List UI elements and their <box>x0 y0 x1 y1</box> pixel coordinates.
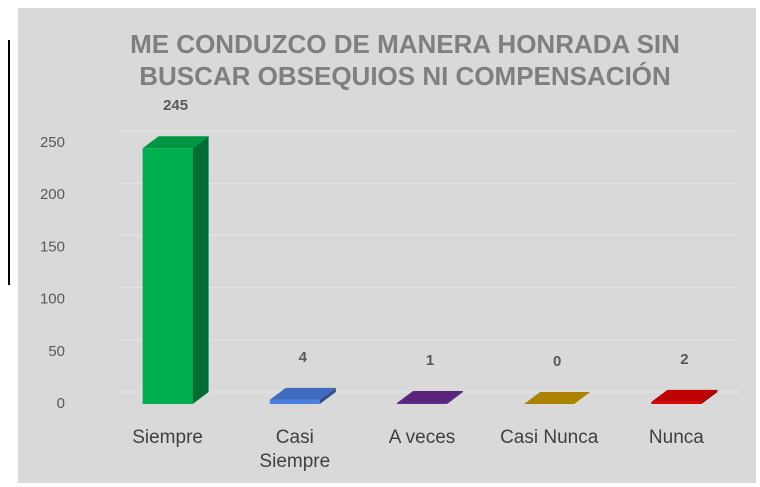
y-tick-label: 200 <box>40 186 65 203</box>
y-tick-label: 0 <box>57 395 65 412</box>
bar-top <box>651 389 718 402</box>
bar-side <box>319 387 336 404</box>
value-label: 0 <box>553 353 561 370</box>
bar <box>651 389 718 404</box>
bar <box>142 136 209 404</box>
bar-side <box>701 389 718 404</box>
bar-front <box>142 148 193 404</box>
value-label: 4 <box>299 349 308 366</box>
bar-side <box>447 390 463 404</box>
y-tick-label: 250 <box>40 134 65 151</box>
value-label: 1 <box>426 352 434 369</box>
bar-side <box>192 136 209 404</box>
bar-top <box>524 392 591 404</box>
y-tick-label: 50 <box>48 343 65 360</box>
x-tick-label: A veces <box>388 427 456 448</box>
bar <box>269 387 336 404</box>
x-tick-label: Casi Siempre <box>259 427 331 472</box>
bar-front <box>269 399 320 404</box>
bar <box>524 392 591 404</box>
left-rule <box>8 40 10 285</box>
y-tick-label: 150 <box>40 238 65 255</box>
bar <box>397 390 463 404</box>
x-tick-label: Casi Nunca <box>500 427 599 448</box>
value-label: 2 <box>680 351 688 368</box>
chart-title: ME CONDUZCO DE MANERA HONRADA SIN BUSCAR… <box>130 29 680 91</box>
x-tick-label: Siempre <box>132 427 203 448</box>
chart-frame <box>18 8 756 483</box>
bar-top <box>269 387 336 400</box>
bar-front <box>651 401 702 404</box>
bar-front <box>397 402 447 404</box>
y-tick-label: 100 <box>40 291 65 308</box>
bar-top <box>397 390 463 403</box>
value-label: 245 <box>163 97 188 114</box>
x-tick-label: Nunca <box>648 427 704 448</box>
bar-top <box>142 136 209 149</box>
